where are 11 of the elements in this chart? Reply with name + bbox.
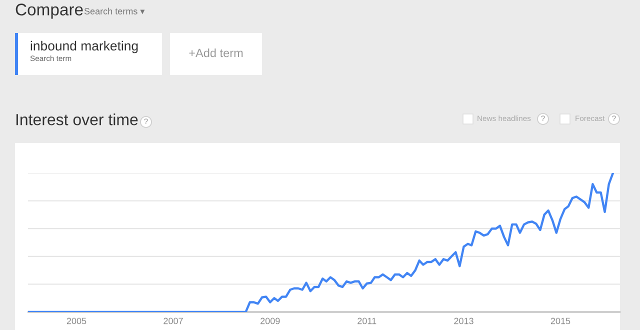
x-tick-label: 2007 [164,318,183,324]
x-tick-label: 2015 [550,318,570,324]
chart-title: Interest over time [16,114,138,126]
text: Compare [16,4,83,19]
x-tick-label: 2005 [66,318,86,324]
x-tick-label: 2009 [260,318,280,324]
text: Search terms ▾ [84,8,145,14]
text: +Add term [189,48,243,58]
text: inbound marketing [30,40,138,54]
x-tick-label: 2011 [358,318,376,324]
x-tick-label: 2013 [454,318,474,324]
